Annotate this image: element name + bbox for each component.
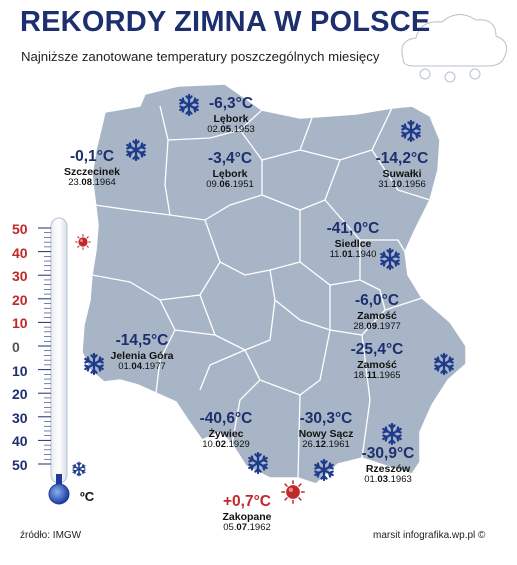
map-outline	[81, 83, 467, 485]
thermometer-unit: ºC	[80, 489, 95, 504]
record-june: -3,4°C Lębork 09.06.1951	[206, 150, 254, 190]
region-borders	[91, 105, 431, 479]
scale-label: 50	[12, 221, 28, 237]
record-march: -30,9°C Rzeszów 01.03.1963	[361, 445, 415, 485]
scale-label: 0	[12, 339, 20, 355]
scale-label: 50	[12, 457, 28, 473]
record-september: -6,0°C Zamość 28.09.1977	[353, 292, 401, 332]
scale-label: 20	[12, 386, 28, 403]
sun-icon	[281, 480, 305, 504]
sun-icon	[75, 234, 91, 250]
page-subtitle: Najniższe zanotowane temperatury poszcze…	[21, 49, 380, 64]
scale-label: 30	[12, 268, 28, 285]
snowflake-icon	[72, 461, 86, 477]
scale-label: 10	[12, 362, 28, 379]
record-october: -14,2°C Suwałki 31.10.1956	[375, 150, 429, 190]
source-note: źródło: IMGW	[20, 530, 82, 541]
record-january: -41,0°C Siedlce 11.01.1940	[326, 220, 380, 260]
cloud-icon	[401, 14, 508, 83]
record-august: -0,1°C Szczecinek 23.08.1964	[63, 148, 121, 188]
record-november: -25,4°C Zamość 18.11.1965	[350, 341, 404, 381]
scale-label: 40	[12, 433, 28, 450]
scale-label: 10	[12, 315, 28, 332]
record-april: -14,5°C Jelenia Góra 01.04.1977	[110, 332, 174, 372]
scale-label: 20	[12, 291, 28, 308]
scale-label: 30	[12, 409, 28, 426]
thermometer	[38, 217, 70, 505]
record-may: -6,3°C Lębork 02.05.1953	[207, 95, 255, 135]
record-july: +0,7°C Zakopane 05.07.1962	[222, 493, 272, 533]
record-december: -30,3°C Nowy Sącz 26.12.1961	[298, 410, 354, 450]
record-february: -40,6°C Żywiec 10.02.1929	[199, 410, 253, 450]
credit-note: marsit infografika.wp.pl ©	[373, 530, 486, 541]
page-title: REKORDY ZIMNA W POLSCE	[20, 6, 431, 38]
scale-label: 40	[12, 244, 28, 261]
